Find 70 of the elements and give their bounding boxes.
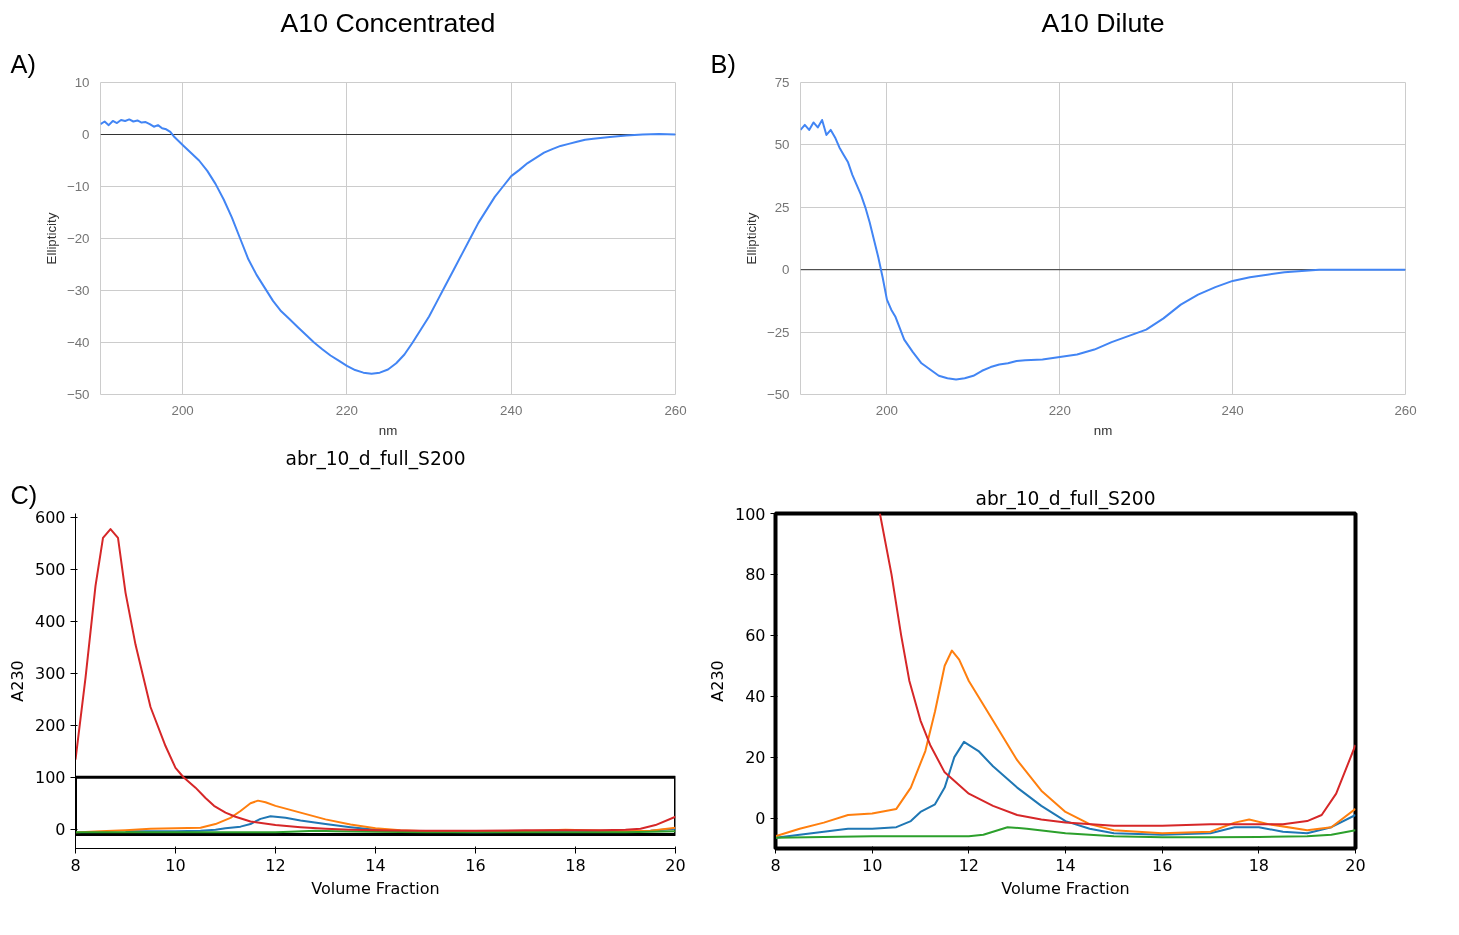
x-tick-label: 240 <box>500 402 523 418</box>
x-tick-label: 12 <box>265 855 286 875</box>
x-tick-label: 220 <box>1048 402 1071 418</box>
line-series <box>800 118 1406 381</box>
y-tick-label: −30 <box>66 283 90 298</box>
x-tick-label: 10 <box>165 855 186 875</box>
y-tick-label: −20 <box>66 231 90 246</box>
x-tick-label: 240 <box>1221 402 1244 418</box>
y-axis-title: A230 <box>7 660 27 702</box>
x-axis-title: nm <box>1093 422 1113 438</box>
y-tick-label: −50 <box>766 387 790 402</box>
x-tick-label: 20 <box>1345 855 1366 875</box>
x-axis-title: Volume Fraction <box>1001 878 1130 898</box>
x-tick-label: 16 <box>1151 855 1173 875</box>
text: C) <box>10 480 38 509</box>
x-tick-label: 260 <box>1394 402 1417 418</box>
y-tick-label: 200 <box>34 716 66 736</box>
y-tick-label: 100 <box>734 504 766 524</box>
x-tick-label: 8 <box>70 855 81 875</box>
y-tick-label: 400 <box>34 612 66 632</box>
y-tick-label: 600 <box>34 508 66 528</box>
x-tick-label: 10 <box>861 855 883 875</box>
x-axis-title: Volume Fraction <box>311 878 440 898</box>
y-tick-label: 0 <box>82 127 90 142</box>
x-tick-label: 18 <box>565 855 586 875</box>
y-tick-label: −50 <box>66 387 90 402</box>
y-tick-label: 100 <box>34 768 66 788</box>
y-tick-label: 75 <box>774 75 790 90</box>
y-axis-title: A230 <box>707 660 727 702</box>
y-tick-label: 10 <box>74 75 90 90</box>
chart-title: abr_10_d_full_S200 <box>285 447 466 470</box>
y-tick-label: −10 <box>66 179 90 194</box>
line-series <box>878 513 1356 827</box>
y-axis-title: Ellipticity <box>43 212 59 265</box>
line-series <box>775 649 1356 838</box>
text: B) <box>710 49 736 78</box>
y-tick-label: 0 <box>782 262 790 278</box>
x-tick-label: 200 <box>875 402 899 418</box>
x-tick-label: 260 <box>664 402 687 418</box>
x-tick-label: 220 <box>335 402 359 418</box>
y-tick-label: −25 <box>766 324 790 340</box>
y-tick-label: 50 <box>774 137 790 153</box>
line-series <box>775 740 1356 839</box>
x-axis-title: nm <box>378 422 398 438</box>
x-tick-label: 18 <box>1248 855 1270 875</box>
y-tick-label: 80 <box>745 565 766 585</box>
y-tick-label: 300 <box>34 664 66 684</box>
x-tick-label: 200 <box>171 402 194 418</box>
chart-title: A10 Dilute <box>1041 7 1165 38</box>
x-tick-label: 14 <box>365 855 386 875</box>
y-tick-label: 500 <box>34 560 66 580</box>
y-axis-title: Ellipticity <box>743 212 759 265</box>
y-tick-label: 20 <box>745 748 766 768</box>
y-tick-label: 0 <box>55 820 66 840</box>
chart-title: abr_10_d_full_S200 <box>975 487 1156 510</box>
y-tick-label: 60 <box>745 626 766 646</box>
x-tick-label: 20 <box>665 855 686 875</box>
line-series <box>75 528 676 832</box>
x-tick-label: 14 <box>1055 855 1076 875</box>
chart-title: A10 Concentrated <box>280 7 496 38</box>
text: A) <box>10 49 36 78</box>
y-tick-label: −40 <box>66 335 90 350</box>
x-tick-label: 8 <box>770 855 781 875</box>
line-series <box>775 826 1356 839</box>
y-tick-label: 40 <box>745 687 766 707</box>
x-tick-label: 12 <box>958 855 980 875</box>
x-tick-label: 16 <box>465 855 486 875</box>
line-series <box>100 118 676 375</box>
y-tick-label: 25 <box>774 199 790 215</box>
y-tick-label: 0 <box>755 809 766 829</box>
